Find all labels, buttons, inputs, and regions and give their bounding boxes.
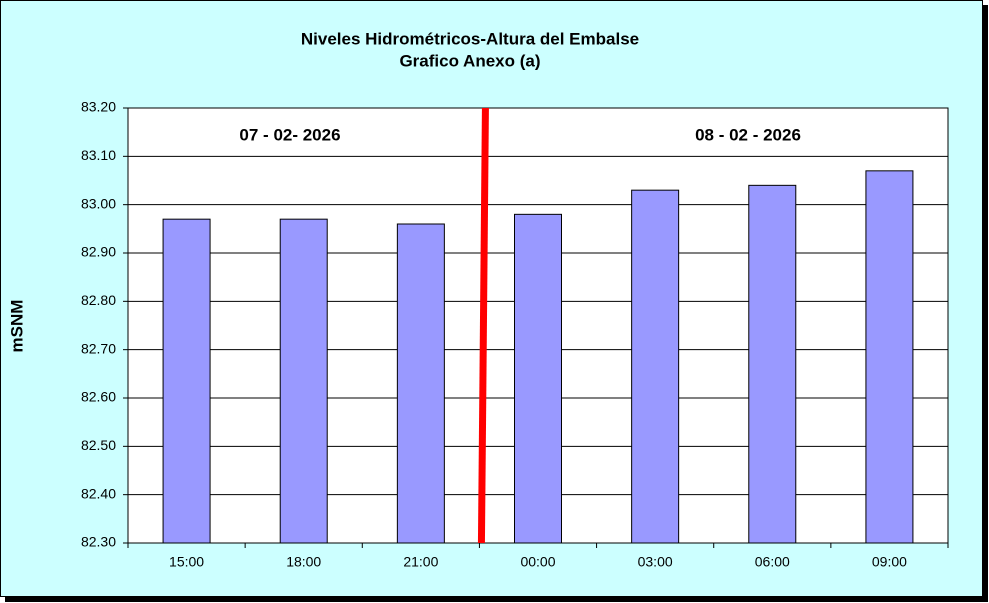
y-tick-label: 83.10	[81, 147, 116, 163]
x-tick-label: 09:00	[872, 554, 907, 570]
bar	[279, 218, 328, 544]
bar	[748, 184, 797, 544]
day-separator	[477, 107, 489, 544]
bar	[162, 218, 211, 544]
x-tick-label: 03:00	[638, 554, 673, 570]
x-tick-label: 06:00	[755, 554, 790, 570]
y-tick-label: 83.20	[81, 99, 116, 115]
x-tick-label: 18:00	[286, 554, 321, 570]
bar	[865, 170, 914, 544]
y-tick-label: 82.80	[81, 292, 116, 308]
y-tick-label: 82.90	[81, 244, 116, 260]
x-tick-label: 00:00	[520, 554, 555, 570]
y-tick-label: 82.70	[81, 340, 116, 356]
y-tick-label: 82.60	[81, 389, 116, 405]
y-tick-label: 83.00	[81, 195, 116, 211]
y-tick-label: 82.40	[81, 485, 116, 501]
annotation: 08 - 02 - 2026	[695, 125, 801, 144]
x-tick-label: 21:00	[403, 554, 438, 570]
bar	[396, 223, 445, 544]
chart-title: Niveles Hidrométricos-Altura del Embalse	[301, 29, 639, 48]
bar	[631, 189, 680, 544]
y-tick-label: 82.50	[81, 437, 116, 453]
y-axis-label: mSNM	[7, 300, 26, 353]
bar	[514, 213, 562, 544]
x-tick-label: 15:00	[169, 554, 204, 570]
chart-subtitle: Grafico Anexo (a)	[399, 51, 540, 70]
y-tick-label: 82.30	[81, 534, 116, 550]
annotation: 07 - 02- 2026	[239, 125, 340, 144]
